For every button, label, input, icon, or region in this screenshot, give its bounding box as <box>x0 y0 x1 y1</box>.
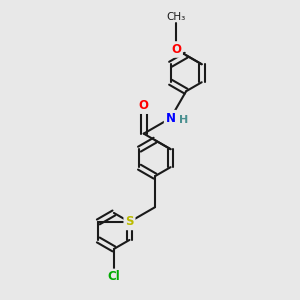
Text: N: N <box>166 112 176 124</box>
Text: O: O <box>139 99 149 112</box>
Text: Cl: Cl <box>107 270 120 284</box>
Text: O: O <box>171 43 181 56</box>
Text: S: S <box>125 215 134 228</box>
Text: CH₃: CH₃ <box>167 12 186 22</box>
Text: H: H <box>179 115 188 125</box>
